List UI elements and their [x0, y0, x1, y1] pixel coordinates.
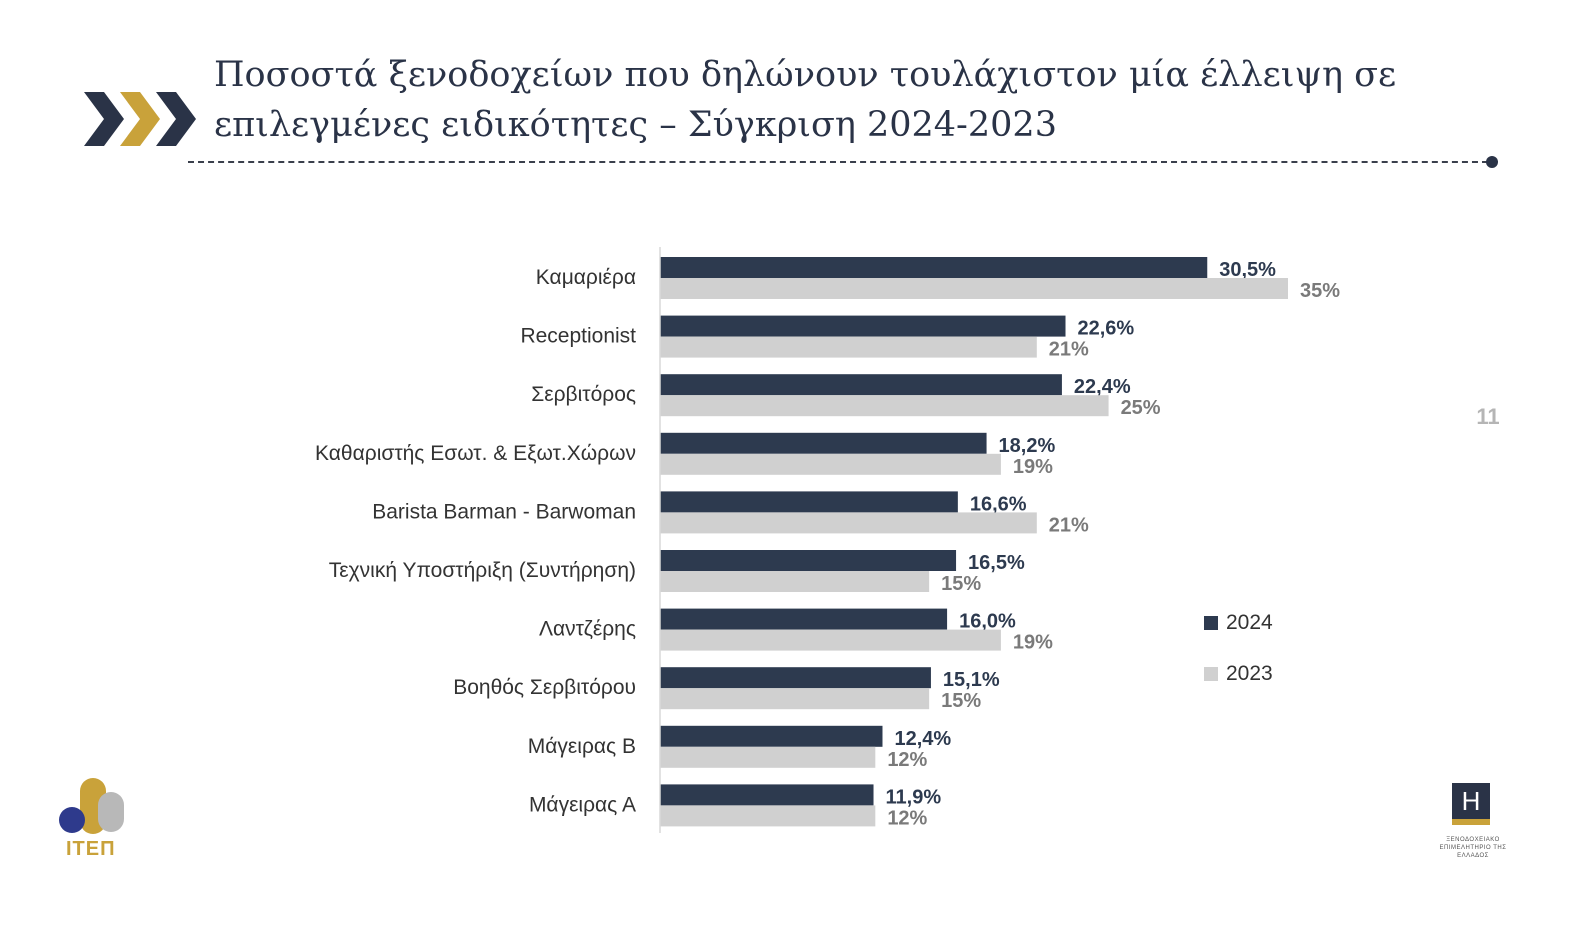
data-label-2024: 30,5% [1219, 259, 1276, 281]
data-label-2023: 19% [1013, 456, 1053, 478]
data-label-2024: 16,0% [959, 611, 1016, 633]
itep-logo-grey-pillar [98, 792, 124, 832]
category-label: Τεχνική Υποστήριξη (Συντήρηση) [329, 559, 636, 582]
hotel-chamber-logo-bar [1452, 819, 1490, 825]
chevron-dark-1 [84, 92, 124, 146]
data-label-2024: 18,2% [999, 435, 1056, 457]
page-title: Ποσοστά ξενοδοχείων που δηλώνουν τουλάχι… [214, 50, 1474, 150]
chevron-gold [120, 92, 160, 146]
bar-2023 [660, 336, 1037, 358]
data-label-2023: 15% [941, 690, 981, 712]
legend-item-2024: 2024 [1204, 608, 1273, 638]
chevrons-decoration [84, 92, 196, 146]
bar-2023 [660, 805, 876, 827]
bar-2023 [660, 453, 1001, 475]
category-label: Βοηθός Σερβιτόρου [453, 676, 636, 699]
hotel-chamber-logo: H [1452, 783, 1492, 829]
page-number: 11 [1476, 404, 1500, 429]
bar-2024 [660, 608, 948, 630]
legend-label-2024: 2024 [1226, 611, 1273, 634]
bar-2023 [660, 395, 1109, 417]
category-label: Receptionist [520, 325, 636, 348]
chevron-dark-2 [156, 92, 196, 146]
data-label-2023: 25% [1121, 397, 1161, 419]
legend-label-2023: 2023 [1226, 662, 1273, 685]
bar-2024 [660, 315, 1066, 337]
divider-end-dot [1486, 156, 1498, 168]
data-label-2023: 12% [887, 807, 927, 829]
bar-2024 [660, 257, 1208, 278]
title-divider [188, 161, 1488, 163]
data-label-2024: 22,4% [1074, 376, 1131, 398]
bar-2024 [660, 491, 958, 513]
bar-2023 [660, 688, 930, 710]
bar-2024 [660, 784, 874, 806]
itep-logo-blue-circle [59, 807, 85, 833]
bar-2023 [660, 278, 1288, 299]
legend-swatch-2023 [1204, 667, 1218, 681]
data-label-2024: 16,6% [970, 493, 1027, 515]
data-label-2024: 11,9% [886, 786, 942, 808]
data-label-2024: 22,6% [1078, 318, 1135, 340]
data-label-2024: 12,4% [894, 728, 951, 750]
data-label-2024: 16,5% [968, 552, 1025, 574]
category-label: Μάγειρας Α [529, 793, 636, 816]
data-label-2023: 21% [1049, 514, 1089, 536]
data-label-2023: 15% [941, 573, 981, 595]
chart-legend: 2024 2023 [1204, 608, 1273, 710]
data-label-2023: 21% [1049, 339, 1089, 361]
bar-2023 [660, 746, 876, 768]
data-label-2023: 19% [1013, 632, 1053, 654]
category-label: Barista Barman - Barwoman [372, 500, 636, 523]
category-label: Μάγειρας Β [528, 735, 636, 758]
bar-2024 [660, 432, 987, 454]
bar-2024 [660, 550, 957, 571]
title-line-1: Ποσοστά ξενοδοχείων που δηλώνουν τουλάχι… [214, 55, 1397, 95]
bar-2024 [660, 725, 883, 747]
data-label-2023: 12% [887, 749, 927, 771]
category-label: Καθαριστής Εσωτ. & Εξωτ.Χώρων [315, 442, 636, 465]
title-line-2: επιλεγμένες ειδικότητες – Σύγκριση 2024-… [214, 105, 1057, 145]
category-label: Σερβιτόρος [531, 383, 636, 406]
category-label: Λαντζέρης [539, 618, 636, 641]
hotel-chamber-logo-box: H [1452, 783, 1490, 819]
bar-2024 [660, 374, 1062, 396]
bar-2023 [660, 629, 1001, 651]
legend-swatch-2024 [1204, 616, 1218, 630]
itep-logo-text: ΙΤΕΠ [66, 838, 116, 860]
bar-2024 [660, 667, 931, 689]
itep-logo [59, 778, 124, 834]
category-label: Καμαριέρα [536, 266, 636, 289]
data-label-2024: 15,1% [943, 669, 1000, 691]
bar-2023 [660, 512, 1037, 534]
bar-2023 [660, 571, 930, 592]
hotel-chamber-logo-caption: ΞΕΝΟΔΟΧΕΙΑΚΟ ΕΠΙΜΕΛΗΤΗΡΙΟ ΤΗΣ ΕΛΛΑΔΟΣ [1439, 837, 1507, 859]
legend-item-2023: 2023 [1204, 659, 1273, 689]
data-label-2023: 35% [1300, 280, 1340, 302]
